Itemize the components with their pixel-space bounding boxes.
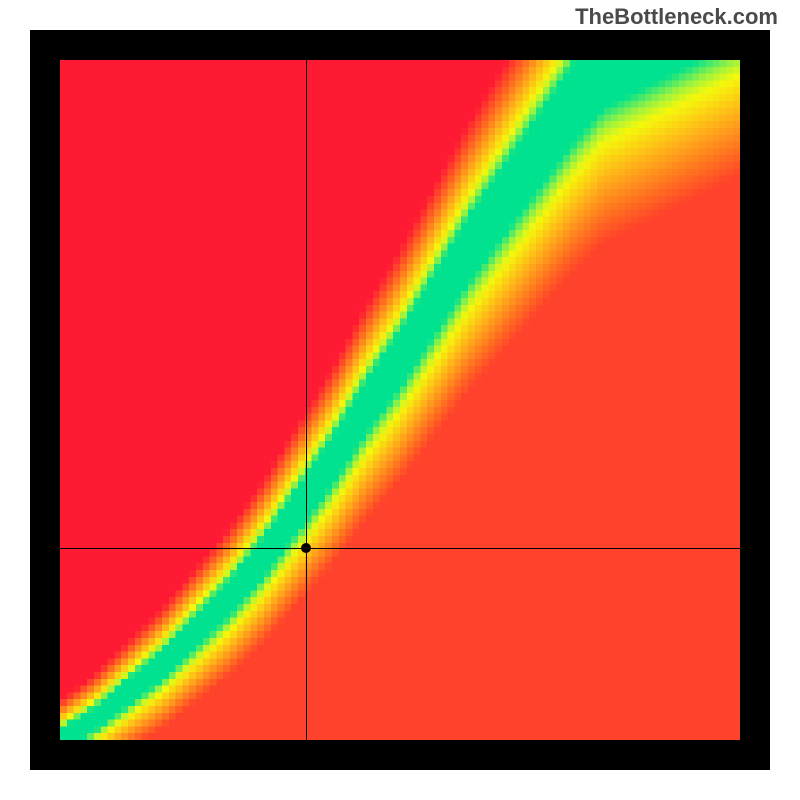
heatmap-canvas xyxy=(60,60,740,740)
crosshair-horizontal xyxy=(60,548,740,549)
watermark-text: TheBottleneck.com xyxy=(575,4,778,30)
crosshair-vertical xyxy=(306,60,307,740)
plot-frame xyxy=(30,30,770,770)
crosshair-marker xyxy=(301,543,311,553)
